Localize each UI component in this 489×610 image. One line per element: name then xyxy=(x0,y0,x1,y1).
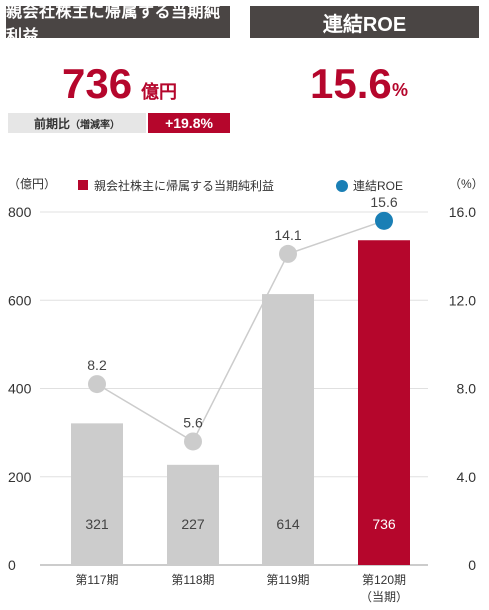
legend-roe-swatch xyxy=(336,180,348,192)
profit-unit: 億円 xyxy=(141,82,177,102)
bar-value-label: 614 xyxy=(276,516,300,532)
roe-point xyxy=(184,432,202,451)
right-tick-label: 0 xyxy=(468,557,476,573)
left-tick-label: 600 xyxy=(8,292,32,308)
right-tick-label: 12.0 xyxy=(449,292,476,308)
roe-value-label: 8.2 xyxy=(87,357,107,373)
roe-point xyxy=(88,375,106,394)
category-sub-label: （当期） xyxy=(360,590,408,604)
bar-value-label: 321 xyxy=(85,516,109,532)
bar xyxy=(262,294,314,565)
roe-line xyxy=(96,220,385,443)
bar xyxy=(167,464,219,565)
category-label: 第119期 xyxy=(266,573,309,587)
roe-value: 15.6 xyxy=(310,60,392,107)
left-axis-unit: （億円） xyxy=(8,177,56,191)
roe-value-label: 15.6 xyxy=(370,194,397,210)
left-tick-label: 0 xyxy=(8,557,16,573)
yoy-label-note: （増減率） xyxy=(70,119,120,131)
roe-value-label: 14.1 xyxy=(274,227,301,243)
right-tick-label: 16.0 xyxy=(449,204,476,220)
roe-value-label: 5.6 xyxy=(183,414,203,430)
bar-value-label: 227 xyxy=(181,516,205,532)
roe-point xyxy=(375,211,393,230)
roe-unit: % xyxy=(392,80,409,100)
legend-profit-swatch xyxy=(78,180,88,190)
roe-header: 連結ROE xyxy=(250,6,479,38)
category-label: 第117期 xyxy=(75,573,118,587)
category-label: 第118期 xyxy=(171,573,214,587)
bar xyxy=(358,240,410,566)
left-tick-label: 400 xyxy=(8,381,32,397)
legend-roe-label: 連結ROE xyxy=(353,179,403,193)
right-tick-label: 8.0 xyxy=(457,381,477,397)
yoy-label-text: 前期比 xyxy=(33,116,70,131)
bar-value-label: 736 xyxy=(372,516,396,532)
profit-value: 736 xyxy=(62,60,133,107)
yoy-value: +19.8% xyxy=(148,113,230,133)
profit-header: 親会社株主に帰属する当期純利益 xyxy=(6,4,230,45)
left-tick-label: 200 xyxy=(8,469,32,485)
roe-point xyxy=(279,244,297,263)
left-tick-label: 800 xyxy=(8,204,32,220)
category-label: 第120期 xyxy=(362,573,406,587)
legend-profit-label: 親会社株主に帰属する当期純利益 xyxy=(94,178,274,193)
yoy-label: 前期比 （増減率） xyxy=(8,113,146,133)
right-tick-label: 4.0 xyxy=(457,469,477,485)
right-axis-unit: （%） xyxy=(449,177,484,191)
bar xyxy=(71,423,123,565)
